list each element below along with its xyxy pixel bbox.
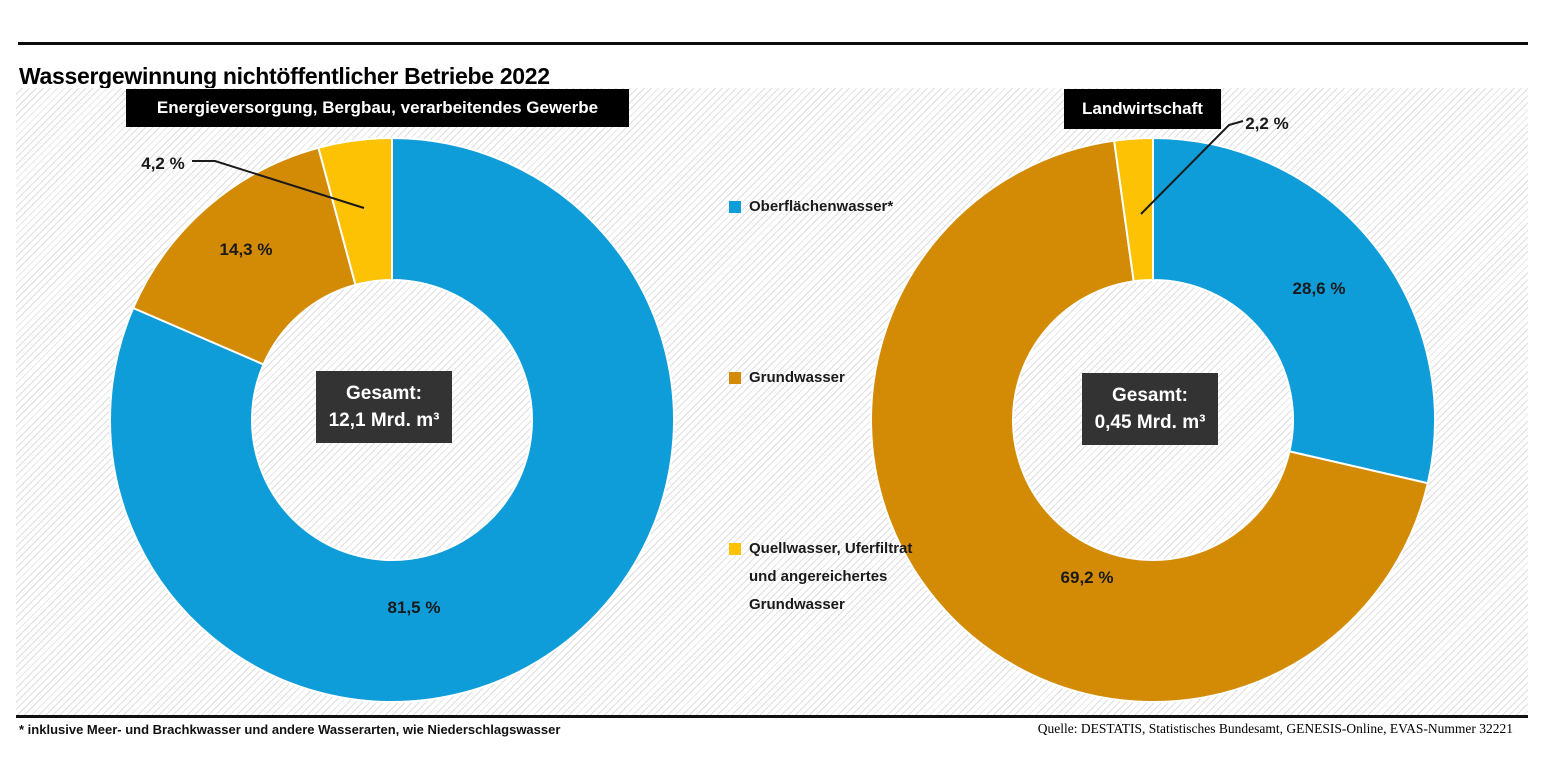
page-title: Wassergewinnung nichtöffentlicher Betrie… xyxy=(19,63,550,90)
donut-slice xyxy=(317,136,393,287)
callout-line xyxy=(192,160,365,209)
donut-charts-svg xyxy=(109,120,1436,703)
footnote: * inklusive Meer- und Brachkwasser und a… xyxy=(19,722,561,737)
total-box-energy: Gesamt: 12,1 Mrd. m³ xyxy=(316,371,452,443)
slice-label-energy-spring-water: 4,2 % xyxy=(141,154,185,173)
slice-label-agriculture-spring-water: 2,2 % xyxy=(1245,114,1289,133)
donut-energy xyxy=(109,136,675,703)
source-attribution: Quelle: DESTATIS, Statistisches Bundesam… xyxy=(1037,721,1513,736)
legend-marker-blue-icon xyxy=(729,201,741,213)
callout-lines xyxy=(192,120,1244,215)
slice-label-agriculture-ground-water: 69,2 % xyxy=(1060,568,1114,587)
slice-label-energy-surface-water: 81,5 % xyxy=(387,598,441,617)
total-label-agriculture: Gesamt: xyxy=(1111,385,1189,406)
chart-title-agriculture: Landwirtschaft xyxy=(1082,99,1203,118)
chart-canvas: Energieversorgung, Bergbau, verarbeitend… xyxy=(16,88,1528,718)
legend-item-surface-water: Oberflächenwasser* xyxy=(729,193,921,221)
total-box-agriculture: Gesamt: 0,45 Mrd. m³ xyxy=(1082,373,1218,445)
legend: Oberflächenwasser* Grundwasser Quellwass… xyxy=(729,88,929,715)
slice-label-energy-ground-water: 14,3 % xyxy=(219,240,273,259)
donut-agriculture xyxy=(870,136,1436,703)
legend-item-ground-water: Grundwasser xyxy=(729,364,921,392)
donut-slice xyxy=(109,136,675,703)
total-value-energy: 12,1 Mrd. m³ xyxy=(328,410,440,431)
callout-line xyxy=(1140,120,1244,215)
chart-title-box-energy: Energieversorgung, Bergbau, verarbeitend… xyxy=(126,89,629,127)
total-value-agriculture: 0,45 Mrd. m³ xyxy=(1094,412,1206,433)
chart-title-box-agriculture: Landwirtschaft xyxy=(1064,89,1221,129)
chart-title-energy: Energieversorgung, Bergbau, verarbeitend… xyxy=(156,98,599,117)
legend-item-spring-water: Quellwasser, Uferfiltrat und angereicher… xyxy=(729,535,921,619)
title-rule xyxy=(18,42,1528,45)
slice-label-agriculture-surface-water: 28,6 % xyxy=(1292,279,1346,298)
donut-slice xyxy=(1152,136,1436,485)
legend-marker-yellow-icon xyxy=(729,543,741,555)
donut-slice xyxy=(1113,136,1154,283)
total-label-energy: Gesamt: xyxy=(345,383,423,404)
legend-label-ground-water: Grundwasser xyxy=(749,369,845,386)
donut-slice xyxy=(870,139,1430,703)
legend-label-surface-water: Oberflächenwasser* xyxy=(749,198,894,215)
donut-slice xyxy=(131,146,357,366)
legend-marker-orange-icon xyxy=(729,372,741,384)
legend-label-spring-water: Quellwasser, Uferfiltrat und angereicher… xyxy=(749,540,913,613)
